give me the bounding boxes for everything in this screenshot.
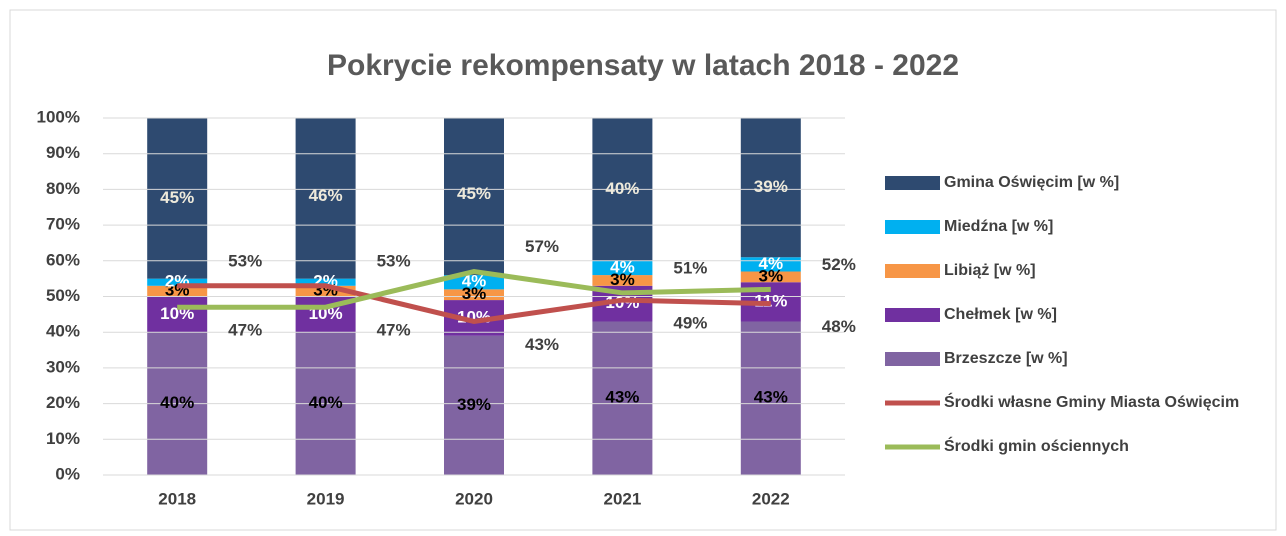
bar-value-label: 4% xyxy=(759,254,784,273)
bar-value-label: 43% xyxy=(754,388,788,407)
bar-segment xyxy=(592,260,653,276)
legend-swatch xyxy=(885,352,940,366)
bar-segment xyxy=(444,118,504,276)
bar-value-label: 39% xyxy=(754,177,788,196)
bar-segment xyxy=(147,296,208,333)
line-value-label: 57% xyxy=(525,237,559,256)
bar-value-label: 40% xyxy=(160,393,194,412)
line-value-label: 53% xyxy=(377,251,411,270)
line-value-label: 47% xyxy=(228,321,262,340)
y-tick-label: 70% xyxy=(46,215,80,234)
x-tick-label: 2018 xyxy=(158,489,196,508)
bars xyxy=(147,118,801,475)
legend-label: Gmina Oświęcim [w %] xyxy=(944,174,1119,191)
bar-segment xyxy=(147,278,208,286)
legend-label: Środki gmin ościennych xyxy=(944,436,1129,455)
bar-value-label: 39% xyxy=(457,395,491,414)
bar-value-label: 3% xyxy=(610,270,635,289)
y-tick-label: 50% xyxy=(46,286,80,305)
legend-swatch xyxy=(885,264,940,278)
legend-swatch xyxy=(885,176,940,190)
bar-value-label: 45% xyxy=(160,188,194,207)
x-tick-label: 2021 xyxy=(603,489,641,508)
bar-segment xyxy=(444,275,504,290)
bar-value-label: 3% xyxy=(462,284,487,303)
bar-value-label: 40% xyxy=(309,393,343,412)
line-value-label: 51% xyxy=(673,258,707,277)
bar-value-label: 11% xyxy=(754,291,787,310)
bar-value-label: 4% xyxy=(462,272,487,291)
x-tick-label: 2019 xyxy=(307,489,345,508)
line-value-label: 48% xyxy=(822,317,856,336)
legend-swatch xyxy=(885,220,940,234)
bar-segment xyxy=(740,271,801,283)
bar-value-label: 45% xyxy=(457,184,491,203)
bar-segment xyxy=(444,335,504,475)
line-series xyxy=(177,283,771,325)
line-value-label: 49% xyxy=(673,314,707,333)
legend-label: Miedźna [w %] xyxy=(944,218,1053,235)
y-tick-label: 0% xyxy=(55,464,80,483)
y-tick-label: 10% xyxy=(46,429,80,448)
legend-label: Chełmek [w %] xyxy=(944,306,1057,323)
legend-label: Środki własne Gminy Miasta Oświęcim xyxy=(944,392,1239,411)
y-tick-label: 100% xyxy=(37,107,80,126)
bar-value-label: 4% xyxy=(610,257,635,276)
bar-value-label: 3% xyxy=(759,266,784,285)
y-tick-label: 80% xyxy=(46,179,80,198)
bar-segment xyxy=(740,118,801,258)
line-value-label: 53% xyxy=(228,251,262,270)
bar-segment xyxy=(295,118,356,279)
bar-value-label: 40% xyxy=(605,179,639,198)
y-tick-label: 90% xyxy=(46,143,80,162)
line-value-label: 52% xyxy=(822,255,856,274)
line-value-label: 43% xyxy=(525,335,559,354)
bar-segment xyxy=(740,321,801,475)
bar-segment xyxy=(147,285,208,297)
bar-segment xyxy=(295,285,356,297)
legend-swatch xyxy=(885,308,940,322)
bar-segment xyxy=(444,289,504,301)
bar-value-label: 43% xyxy=(605,388,639,407)
y-tick-label: 60% xyxy=(46,250,80,269)
line-value-label: 47% xyxy=(377,321,411,340)
legend-label: Libiąż [w %] xyxy=(944,262,1036,279)
chart-title: Pokrycie rekompensaty w latach 2018 - 20… xyxy=(327,49,959,82)
line-series xyxy=(177,268,771,310)
bar-value-label: 46% xyxy=(309,186,343,205)
bar-segment xyxy=(147,118,208,279)
x-tick-label: 2020 xyxy=(455,489,493,508)
bar-segment xyxy=(592,275,653,286)
y-tick-label: 30% xyxy=(46,357,80,376)
y-tick-label: 40% xyxy=(46,322,80,341)
x-tick-label: 2022 xyxy=(752,489,790,508)
legend-label: Brzeszcze [w %] xyxy=(944,350,1068,367)
y-tick-label: 20% xyxy=(46,393,80,412)
bar-segment xyxy=(295,278,356,286)
bar-segment xyxy=(592,321,653,475)
